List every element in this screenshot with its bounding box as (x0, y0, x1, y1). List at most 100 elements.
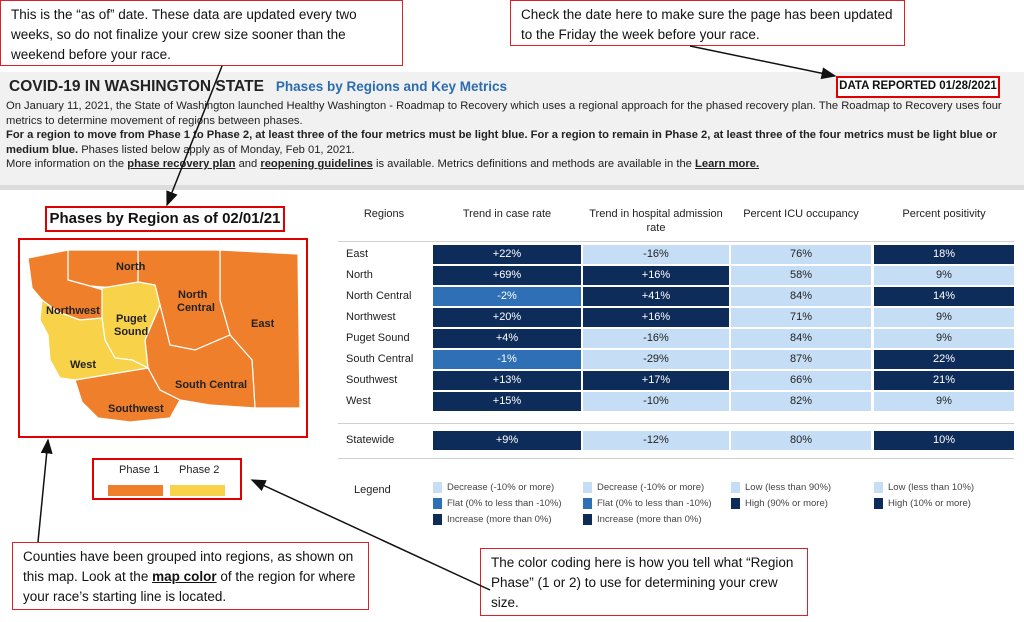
column-header: Trend in case rate (462, 208, 552, 220)
metric-cell: 9% (874, 329, 1014, 348)
metric-cell: +16% (583, 308, 729, 327)
legend-swatch (433, 514, 442, 525)
region-label: Statewide (346, 434, 395, 446)
legend-swatch (874, 498, 883, 509)
metric-cell: 10% (874, 431, 1014, 450)
metric-cell: +22% (433, 245, 581, 264)
metric-cell: 84% (731, 287, 871, 306)
column-header: Percent positivity (902, 208, 986, 220)
metric-cell: 66% (731, 371, 871, 390)
intro-text: On January 11, 2021, the State of Washin… (6, 99, 1016, 172)
region-label: East (346, 248, 369, 260)
metric-cell: 21% (874, 371, 1014, 390)
callout-asof-date: This is the “as of” date. These data are… (0, 0, 403, 66)
legend-item: Flat (0% to less than -10%) (597, 498, 712, 509)
label-northwest: Northwest (46, 305, 100, 317)
metric-cell: +17% (583, 371, 729, 390)
counties-text-em: map color (152, 569, 217, 584)
metric-cell: +4% (433, 329, 581, 348)
legend-item: Increase (more than 0%) (447, 514, 552, 525)
metric-cell: +13% (433, 371, 581, 390)
learn-more-link[interactable]: Learn more. (695, 158, 760, 170)
metric-cell: +41% (583, 287, 729, 306)
metric-cell: 9% (874, 392, 1014, 411)
column-header: Regions (363, 208, 405, 220)
region-map: North North Central Northwest Puget Soun… (18, 238, 308, 438)
label-north-central-1: North (178, 289, 208, 301)
region-west[interactable] (39, 298, 150, 381)
phase-legend: Phase 1 Phase 2 (92, 458, 242, 500)
rule-text: For a region to move from Phase 1 to Pha… (6, 129, 997, 156)
header-divider (338, 241, 1014, 242)
rule-paragraph: For a region to move from Phase 1 to Pha… (6, 128, 1016, 157)
applies-text: Phases listed below apply as of Monday, … (78, 143, 355, 156)
and-text: and (235, 158, 261, 170)
legend-item: Decrease (-10% or more) (447, 482, 555, 493)
legend-swatch (433, 482, 442, 493)
phase2-swatch (170, 485, 225, 496)
region-label: Northwest (346, 311, 396, 323)
label-west: West (70, 359, 96, 371)
label-east: East (251, 318, 275, 330)
metric-cell: -16% (583, 245, 729, 264)
legend-divider (338, 458, 1014, 459)
legend-swatch (583, 514, 592, 525)
phase1-label: Phase 1 (119, 464, 160, 476)
reopening-guidelines-link[interactable]: reopening guidelines (260, 158, 373, 170)
metric-cell: 80% (731, 431, 871, 450)
page-subtitle: Phases by Regions and Key Metrics (275, 79, 508, 94)
phase1-swatch (108, 485, 163, 496)
statewide-divider (338, 423, 1014, 424)
label-north: North (116, 261, 146, 273)
metric-cell: -29% (583, 350, 729, 369)
metric-cell: 58% (731, 266, 871, 285)
region-label: South Central (346, 353, 414, 365)
legend-swatch (731, 498, 740, 509)
state-title: COVID-19 IN WASHINGTON STATE (9, 78, 264, 95)
legend-swatch (433, 498, 442, 509)
more-info-text: More information on the (6, 158, 128, 170)
label-north-central-2: Central (177, 302, 215, 314)
label-puget-1: Puget (116, 313, 147, 325)
label-south-central: South Central (175, 379, 247, 391)
metric-cell: +20% (433, 308, 581, 327)
page-title: COVID-19 IN WASHINGTON STATE Phases by Re… (9, 78, 507, 96)
legend-item: High (90% or more) (745, 498, 828, 509)
metric-cell: 14% (874, 287, 1014, 306)
metric-cell: +69% (433, 266, 581, 285)
callout-color-coding: The color coding here is how you tell wh… (480, 548, 808, 616)
metric-cell: -1% (433, 350, 581, 369)
legend-item: Low (less than 90%) (745, 482, 832, 493)
metric-cell: 84% (731, 329, 871, 348)
label-puget-2: Sound (114, 326, 148, 338)
metric-cell: -10% (583, 392, 729, 411)
metric-cell: 82% (731, 392, 871, 411)
column-header: Percent ICU occupancy (743, 208, 859, 220)
metric-cell: -16% (583, 329, 729, 348)
metric-cell: 9% (874, 308, 1014, 327)
metric-cell: 71% (731, 308, 871, 327)
legend-title: Legend (354, 484, 391, 496)
metric-cell: +9% (433, 431, 581, 450)
legend-item: Increase (more than 0%) (597, 514, 702, 525)
region-label: Southwest (346, 374, 398, 386)
more-info-paragraph: More information on the phase recovery p… (6, 157, 1016, 172)
metric-cell: +16% (583, 266, 729, 285)
metric-cell: -2% (433, 287, 581, 306)
washington-map: North North Central Northwest Puget Soun… (27, 249, 301, 423)
legend-item: Low (less than 10%) (888, 482, 975, 493)
region-label: North (346, 269, 373, 281)
metrics-panel: Regions Trend in case rate Trend in hospit… (338, 197, 1017, 537)
metric-cell: +15% (433, 392, 581, 411)
intro-paragraph: On January 11, 2021, the State of Washin… (6, 100, 1002, 127)
region-southwest[interactable] (74, 367, 181, 423)
callout-counties: Counties have been grouped into regions,… (12, 542, 369, 610)
data-reported-badge: DATA REPORTED 01/28/2021 (836, 76, 1000, 98)
legend-item: Flat (0% to less than -10%) (447, 498, 562, 509)
metric-cell: 76% (731, 245, 871, 264)
phase-recovery-plan-link[interactable]: phase recovery plan (127, 158, 236, 170)
region-label: Puget Sound (346, 332, 410, 344)
metric-cell: 22% (874, 350, 1014, 369)
column-header: Trend in hospital admission rate (589, 208, 723, 234)
metric-cell: 18% (874, 245, 1014, 264)
